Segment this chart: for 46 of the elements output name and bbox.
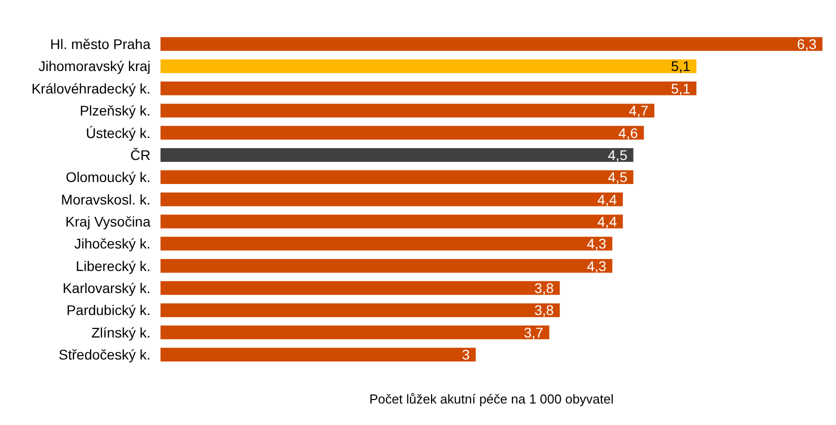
y-tick-label: Liberecký k. (76, 258, 151, 274)
bar (160, 303, 560, 318)
data-label: 5,1 (670, 80, 691, 96)
data-label: 5,1 (670, 58, 691, 74)
data-label: 4,3 (586, 258, 607, 274)
bar (160, 170, 634, 184)
bar (160, 258, 612, 273)
bar (160, 37, 822, 51)
data-label: 4,4 (597, 191, 618, 208)
data-label: 4,3 (586, 236, 607, 252)
y-tick-label: Jihočeský k. (74, 236, 150, 252)
bar (160, 281, 560, 295)
bar (160, 82, 696, 96)
bar (160, 214, 623, 228)
y-tick-label: Moravskosl. k. (61, 191, 151, 208)
bar (160, 326, 550, 340)
data-label: 3 (462, 346, 470, 363)
data-label: 3,8 (534, 302, 554, 318)
y-tick-label: Karlovarský k. (62, 280, 151, 296)
y-tick-label: Středočeský k. (58, 346, 151, 363)
bar (160, 126, 644, 140)
y-tick-label: Plzeňský k. (80, 102, 151, 119)
bar (160, 192, 623, 206)
bar (160, 236, 612, 251)
data-label: 3,7 (524, 324, 544, 340)
data-label: 4,7 (628, 102, 649, 119)
y-tick-label: Jihomoravský kraj (38, 58, 151, 74)
y-tick-label: Ústecký k. (86, 124, 151, 141)
y-tick-label: ČR (130, 146, 151, 163)
data-label: 4,5 (608, 169, 628, 186)
bar (160, 59, 696, 74)
bar (160, 348, 476, 362)
data-label: 4,5 (608, 146, 628, 163)
y-tick-label: Královéhradecký k. (31, 80, 151, 96)
y-tick-label: Hl. město Praha (50, 36, 151, 52)
y-tick-label: Kraj Vysočina (65, 214, 151, 230)
data-label: 4,4 (597, 214, 618, 230)
x-axis-title: Počet lůžek akutní péče na 1 000 obyvatel (369, 391, 614, 406)
y-tick-label: Olomoucký k. (66, 169, 151, 186)
y-tick-label: Pardubický k. (66, 302, 151, 318)
data-label: 3,8 (534, 280, 554, 296)
data-label: 6,3 (797, 36, 817, 52)
bar (160, 148, 634, 162)
bar (160, 104, 654, 118)
data-label: 4,6 (618, 124, 638, 141)
y-tick-label: Zlínský k. (91, 324, 151, 340)
